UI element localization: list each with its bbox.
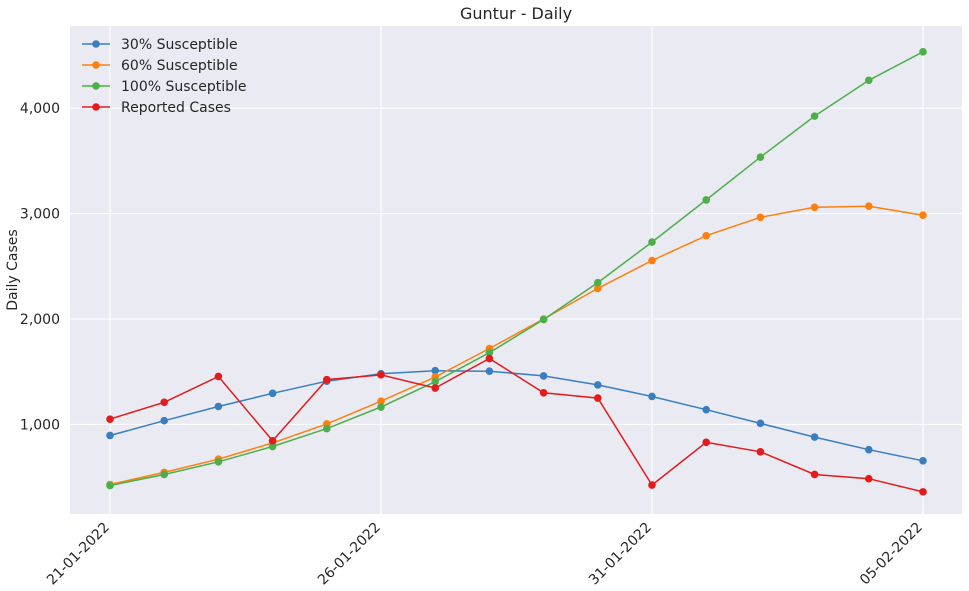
data-point <box>160 398 168 407</box>
y-tick-label: 1,000 <box>20 417 60 433</box>
data-point <box>377 371 385 379</box>
data-point <box>756 419 765 428</box>
y-tick-label: 2,000 <box>20 312 60 328</box>
series-line <box>109 357 924 493</box>
series-line <box>109 205 924 486</box>
data-point <box>865 76 873 85</box>
data-point <box>106 481 114 490</box>
data-point <box>160 470 168 479</box>
legend-marker <box>92 61 100 69</box>
x-tick-label: 05-02-2022 <box>857 520 926 589</box>
series-line <box>109 51 924 487</box>
data-point <box>756 448 765 456</box>
y-tick-label: 4,000 <box>20 101 60 117</box>
data-point <box>648 256 656 265</box>
data-point <box>377 397 385 406</box>
legend-label: 60% Susceptible <box>121 58 238 74</box>
data-point <box>594 394 602 402</box>
data-point <box>160 416 168 425</box>
data-point <box>431 384 440 392</box>
data-point <box>106 431 114 440</box>
data-point <box>268 442 277 451</box>
data-point <box>648 392 656 401</box>
data-point <box>485 367 494 375</box>
data-point <box>865 445 873 454</box>
legend-label: Reported Cases <box>121 100 231 116</box>
legend: 30% Susceptible 60% Susceptible 100% Susce… <box>82 37 247 116</box>
legend-label: 100% Susceptible <box>121 79 247 95</box>
series-group <box>106 48 927 496</box>
data-point <box>485 354 494 363</box>
y-tick-label: 3,000 <box>20 207 60 223</box>
data-point <box>594 381 602 389</box>
data-point <box>919 48 927 56</box>
series-line <box>109 369 924 462</box>
legend-marker <box>92 82 100 90</box>
data-point <box>214 402 223 411</box>
data-point <box>377 403 385 411</box>
data-point <box>702 196 710 204</box>
chart-title: Guntur - Daily <box>460 4 572 23</box>
data-point <box>268 436 277 445</box>
data-point <box>594 278 602 287</box>
data-point <box>810 112 819 120</box>
data-point <box>919 488 927 496</box>
data-point <box>865 474 873 483</box>
data-point <box>702 438 710 447</box>
data-point <box>702 405 710 414</box>
data-point <box>323 375 331 384</box>
data-point <box>485 348 494 357</box>
data-point <box>810 470 819 479</box>
y-axis-label: Daily Cases <box>5 229 21 310</box>
data-point <box>539 388 548 397</box>
data-point <box>431 377 440 386</box>
data-point <box>756 153 765 162</box>
data-point <box>431 366 440 375</box>
data-point <box>919 211 927 219</box>
legend-marker <box>92 103 100 111</box>
grid <box>70 26 962 514</box>
data-point <box>648 238 656 246</box>
data-point <box>702 231 710 240</box>
data-point <box>865 202 873 211</box>
x-tick-label: 31-01-2022 <box>586 520 655 589</box>
data-point <box>810 433 819 441</box>
data-point <box>268 389 277 398</box>
data-point <box>919 456 927 465</box>
plot-area <box>70 26 962 514</box>
data-point <box>810 203 819 212</box>
x-tick-label: 26-01-2022 <box>315 520 384 589</box>
data-point <box>539 372 548 380</box>
data-point <box>214 458 223 466</box>
legend-marker <box>92 40 100 48</box>
data-point <box>539 315 548 324</box>
data-point <box>648 481 656 489</box>
data-point <box>106 415 114 423</box>
data-point <box>594 284 602 293</box>
data-point <box>214 372 223 381</box>
data-point <box>756 213 765 222</box>
data-point <box>323 424 331 433</box>
x-tick-label: 21-01-2022 <box>44 520 113 589</box>
legend-label: 30% Susceptible <box>121 37 238 53</box>
